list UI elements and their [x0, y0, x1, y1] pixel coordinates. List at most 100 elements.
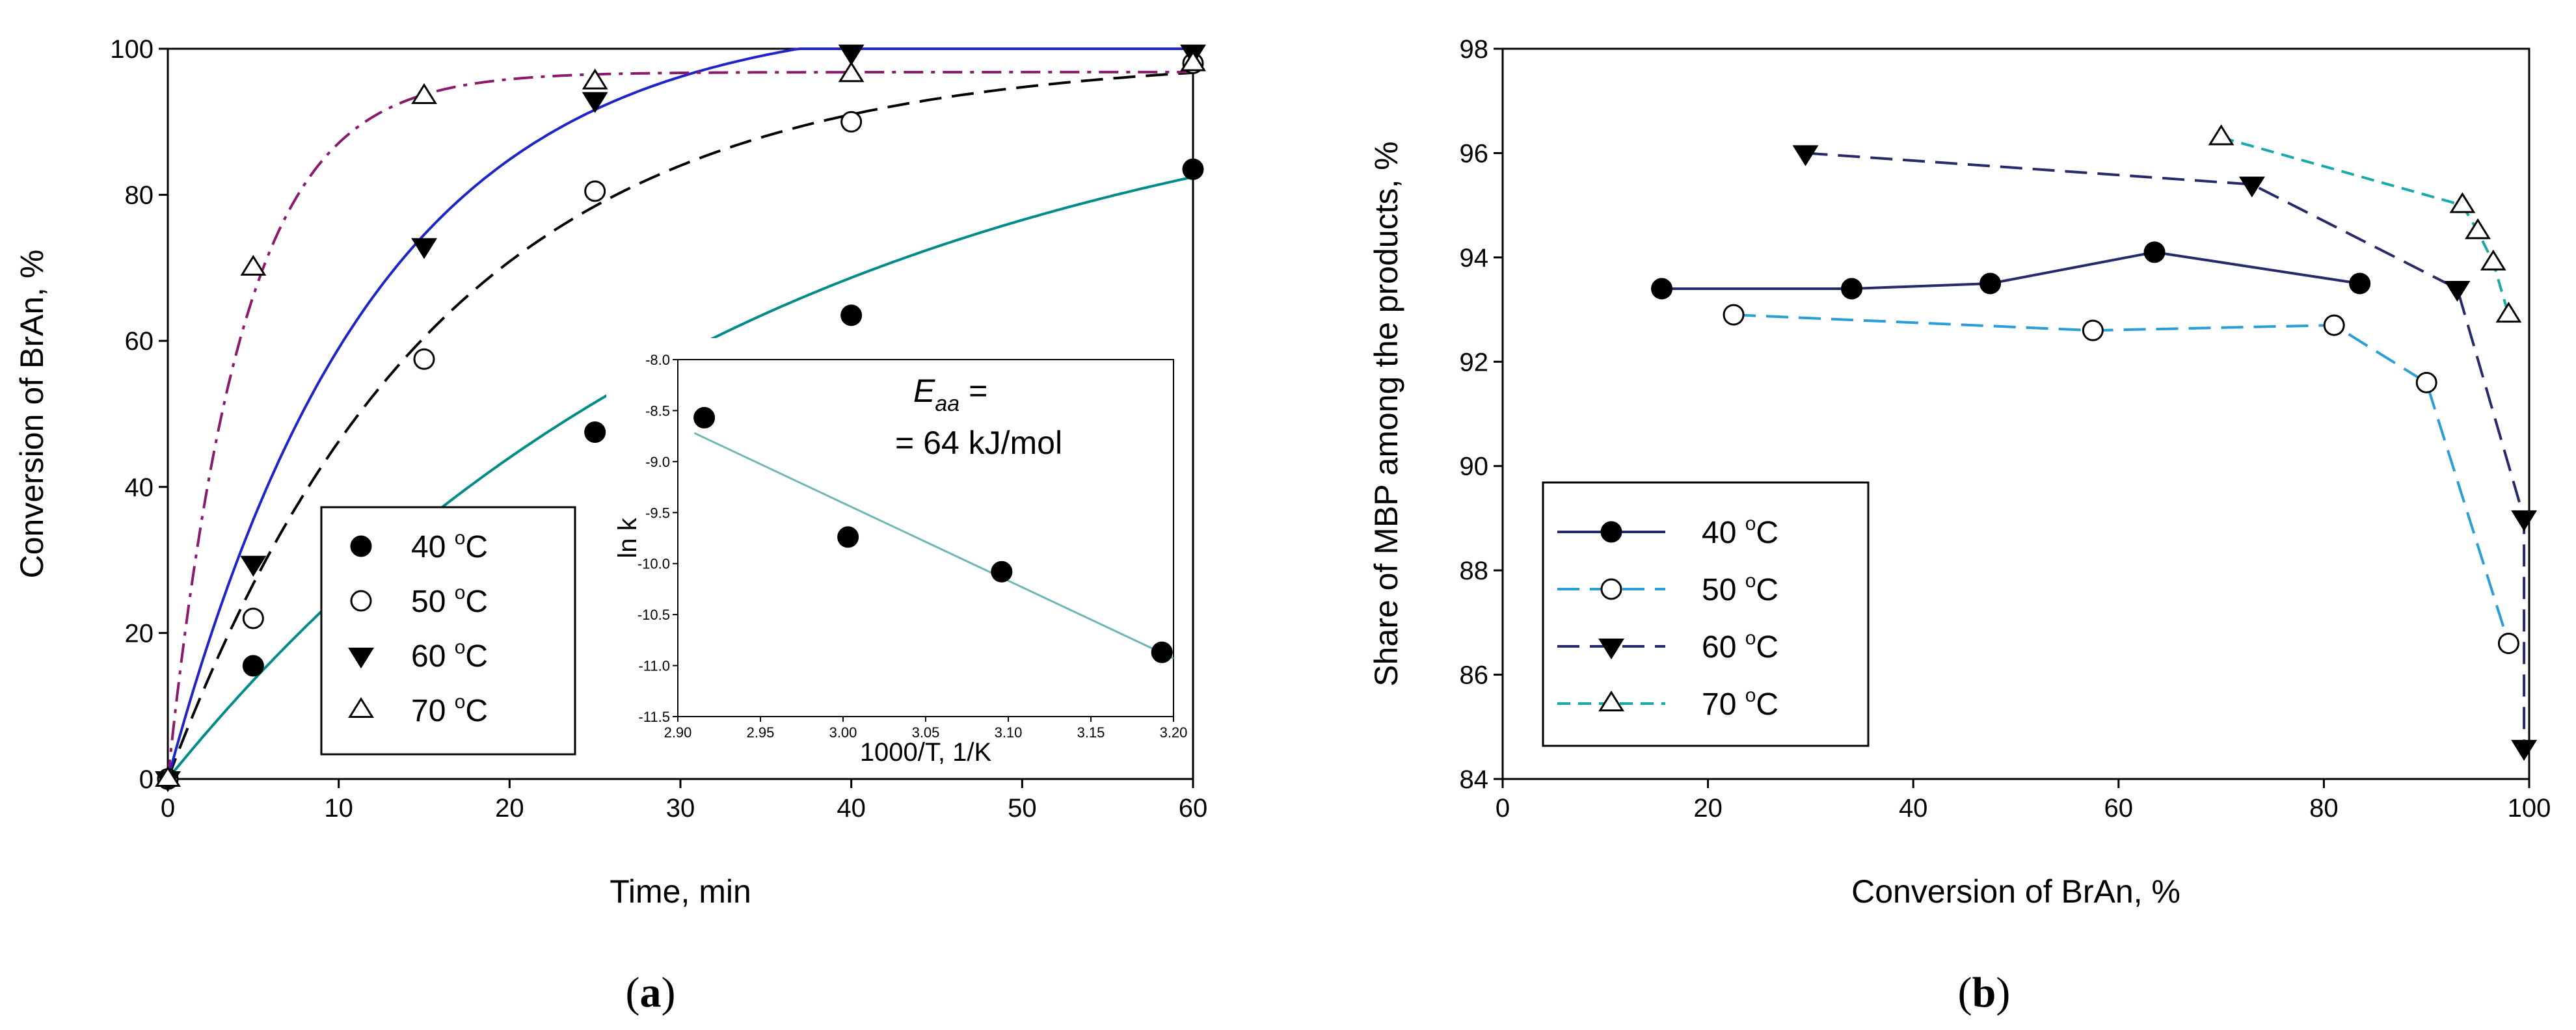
legend-50C-label-value: 50 [411, 585, 455, 619]
data-point [242, 607, 264, 629]
data-point [1979, 272, 2002, 295]
y-tick-label: 88 [1460, 557, 1489, 585]
data-point [2449, 192, 2476, 213]
x-tick-label: 50 [1008, 794, 1037, 823]
legend-70C-label-degree: o [1745, 685, 1756, 706]
data-point [411, 83, 438, 104]
data-point [2511, 510, 2538, 532]
inset-x-tick-label: 3.15 [1077, 724, 1105, 741]
caption-close-paren: ) [662, 969, 676, 1016]
legend-60C-label-unit: C [465, 639, 488, 674]
legend-60C-label-value: 60 [411, 639, 455, 674]
panel-caption-b: (b) [1958, 969, 2011, 1016]
data-point [838, 61, 865, 83]
legend-50C-label-degree: o [455, 582, 466, 603]
legend-40C-label-unit: C [1756, 516, 1778, 550]
data-point [2511, 739, 2538, 761]
y-tick-label: 0 [139, 765, 154, 794]
data-point [1723, 304, 1745, 326]
x-tick-label: 40 [837, 794, 866, 823]
y-tick-label: 90 [1460, 453, 1489, 481]
series-70C [155, 50, 1207, 787]
y-tick-label: 92 [1460, 348, 1489, 376]
legend-60C-label-degree: o [1745, 627, 1756, 649]
legend-70C-label-unit: C [1756, 687, 1778, 722]
legend-50C-label-value: 50 [1702, 573, 1745, 607]
legend-70C-label-value: 70 [411, 694, 455, 728]
y-tick-label: 98 [1460, 35, 1489, 64]
series-line [1805, 152, 2526, 748]
inset-y-tick-label: -10.5 [637, 607, 670, 623]
caption-letter: a [640, 969, 662, 1016]
data-point [838, 44, 865, 66]
inset-y-tick-label: -9.5 [645, 505, 670, 521]
inset-y-tick-label: -8.0 [645, 352, 670, 368]
inset-y-axis-label: ln k [613, 517, 642, 558]
activation-energy-equals: = [959, 373, 987, 409]
data-point [240, 254, 267, 276]
y-tick-label: 100 [110, 35, 154, 64]
caption-close-paren: ) [1996, 969, 2010, 1016]
legend-marker [1598, 690, 1625, 711]
legend-70C-label: 70 oC [411, 691, 488, 728]
data-point [1841, 278, 1863, 300]
fit-curve-50C [167, 71, 1194, 780]
x-tick-label: 40 [1899, 794, 1928, 823]
legend-40C-label-value: 40 [411, 530, 455, 564]
inset-data-point [837, 526, 859, 548]
inset-x-tick-label: 3.20 [1160, 724, 1188, 741]
data-point [1180, 50, 1207, 72]
inset-fit-line [693, 432, 1174, 659]
fit-curve-60C [167, 47, 1193, 780]
caption-open-paren: ( [626, 969, 640, 1016]
series-70C [2208, 124, 2522, 323]
legend-marker [1600, 521, 1622, 543]
legend-60C-label: 60 oC [411, 637, 488, 674]
inset-x-tick-label: 2.90 [664, 724, 692, 741]
series-line [1661, 250, 2360, 290]
data-point [2349, 272, 2371, 295]
inset-y-tick-label: -9.0 [645, 454, 670, 470]
legend-50C-label: 50 oC [1702, 570, 1778, 607]
x-axis-label: Conversion of BrAn, % [1851, 873, 2180, 910]
legend-40C-label-degree: o [1745, 513, 1756, 535]
legend-60C-label-unit: C [1756, 630, 1778, 665]
data-point [582, 68, 608, 90]
legend-50C-label: 50 oC [411, 582, 488, 619]
inset-y-tick-label: -11.5 [638, 709, 670, 725]
data-point [1651, 278, 1673, 300]
data-point [240, 555, 267, 577]
x-tick-label: 30 [666, 794, 695, 823]
caption-letter: b [1972, 969, 1996, 1016]
inset-x-tick-label: 3.10 [995, 724, 1023, 741]
x-tick-label: 0 [1496, 794, 1510, 823]
y-tick-label: 80 [125, 181, 154, 210]
legend-marker [1598, 639, 1625, 660]
y-tick-label: 86 [1460, 661, 1489, 690]
inset-x-tick-label: 3.00 [829, 724, 857, 741]
inset-background [606, 338, 1189, 773]
inset-y-tick-label: -8.5 [645, 403, 670, 419]
legend-marker [348, 696, 375, 718]
legend-70C-label-degree: o [455, 691, 466, 713]
x-tick-label: 0 [161, 794, 175, 823]
inset-data-point [991, 561, 1013, 583]
data-point [840, 111, 863, 133]
chart-panel-b: 0 20 40 60 80 100 84 86 88 90 92 94 96 98 Conversion o… [1368, 35, 2551, 910]
legend-40C-label: 40 oC [1702, 513, 1778, 550]
inset-x-tick-label: 3.05 [912, 724, 940, 741]
x-tick-label: 60 [2104, 794, 2134, 823]
legend-50C-label-degree: o [1745, 570, 1756, 592]
data-point [413, 348, 435, 370]
x-tick-label: 80 [2309, 794, 2339, 823]
data-point [2323, 314, 2345, 336]
data-point [2143, 241, 2166, 263]
legend-marker [350, 535, 372, 557]
series-60C [1792, 145, 2538, 761]
caption-open-paren: ( [1958, 969, 1972, 1016]
panel-labels: (a) (b) [626, 969, 2011, 1016]
data-point [584, 421, 606, 443]
activation-energy-symbol: E [913, 373, 935, 409]
inset-y-tick-label: -11.0 [638, 658, 670, 674]
